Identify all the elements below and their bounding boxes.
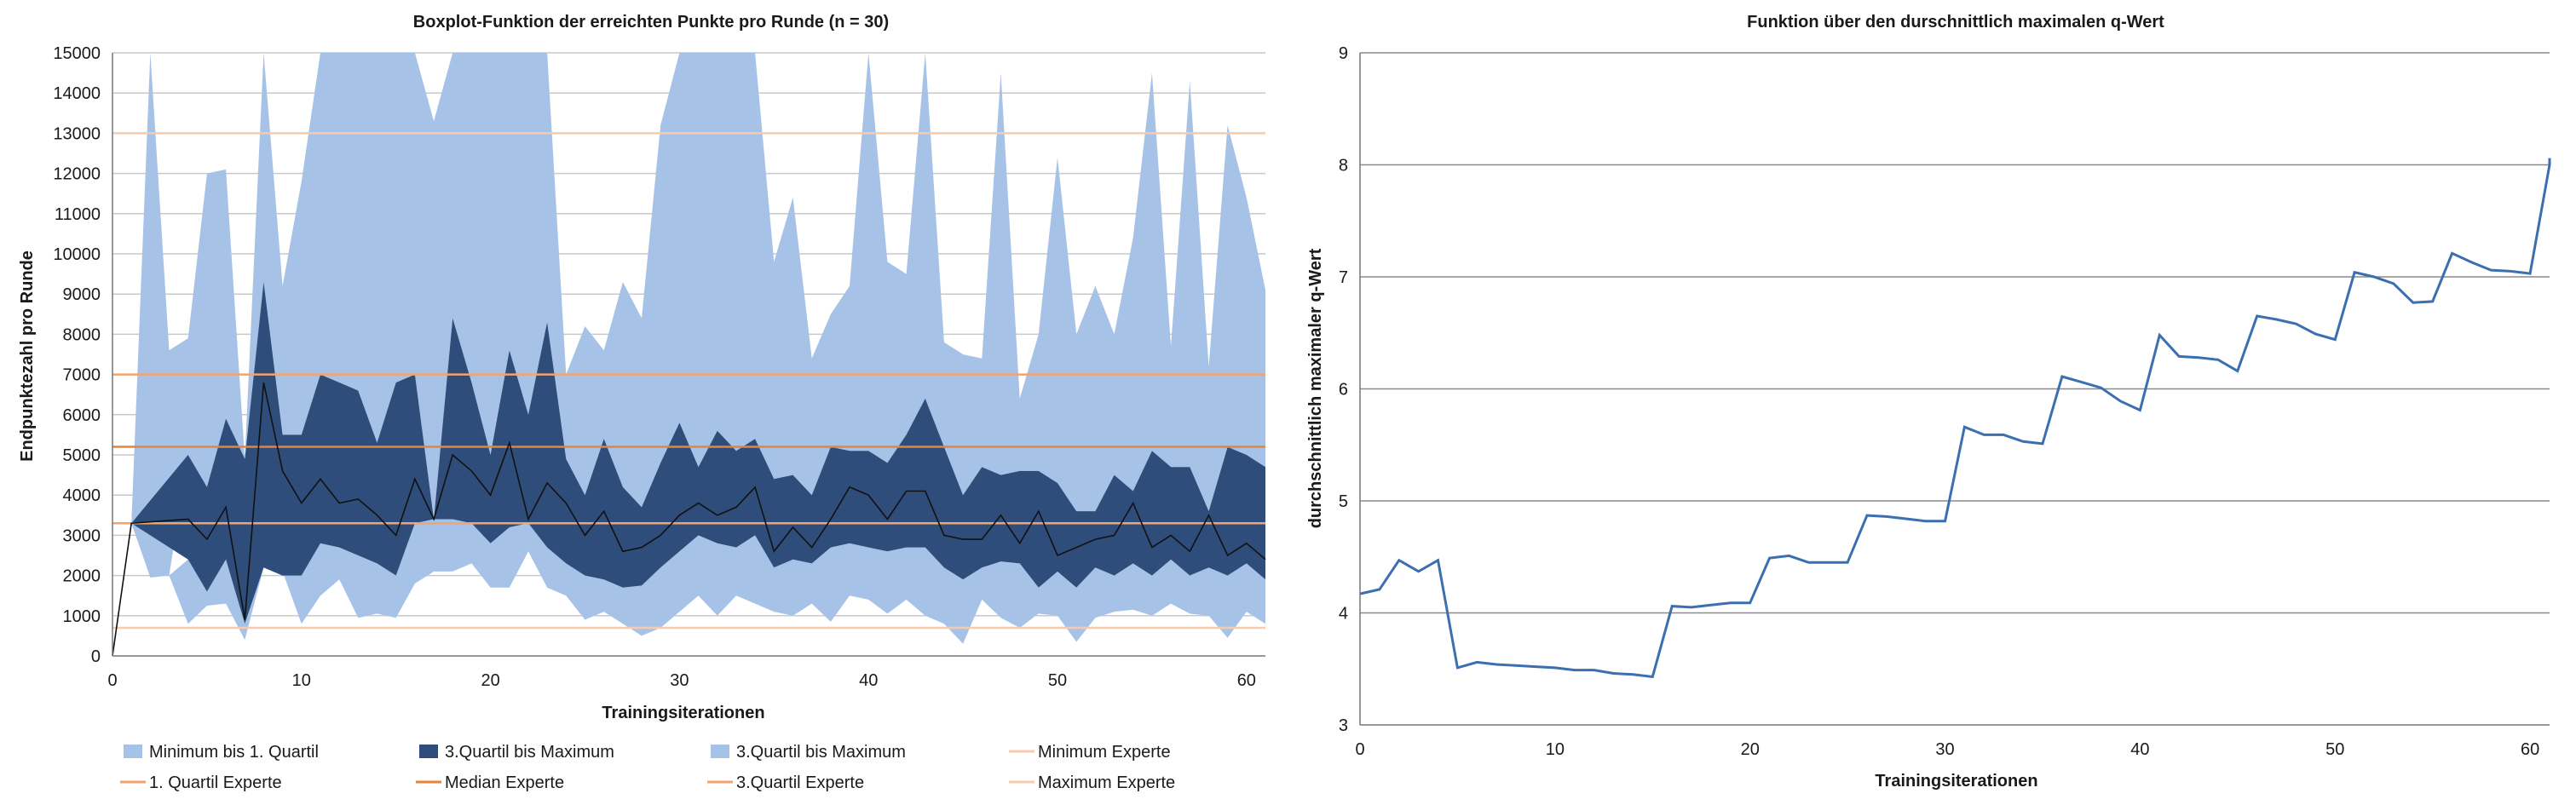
chart1-y-tick-label: 6000 (63, 406, 101, 425)
chart2-x-tick-label: 60 (2521, 740, 2539, 759)
chart2-x-tick-label: 30 (1935, 740, 1954, 759)
legend-label: 3.Quartil bis Maximum (445, 743, 614, 762)
legend-item: Median Experte (416, 773, 564, 792)
chart2-y-tick-labels: 3 4 5 6 7 8 9 (1339, 44, 1348, 735)
chart2-series (1359, 158, 2551, 679)
area-q3-to-maximum (112, 53, 1265, 656)
chart1-x-tick-label: 50 (1048, 671, 1067, 690)
chart1-x-tick-label: 30 (670, 671, 689, 690)
legend-swatch (711, 745, 729, 758)
chart2-y-tick-label: 7 (1339, 268, 1348, 287)
chart1-x-tick-label: 10 (292, 671, 311, 690)
chart1-y-tick-label: 5000 (63, 446, 101, 465)
legend-item: 3.Quartil Experte (707, 773, 864, 792)
chart2-y-tick-label: 6 (1339, 381, 1348, 400)
chart2-x-tick-labels: 0 10 20 30 40 50 60 (1355, 740, 2539, 759)
chart2-y-axis-label: durchschnittlich maximaler q-Wert (1306, 248, 1325, 528)
chart1-x-tick-label: 40 (859, 671, 878, 690)
chart1-x-tick-labels: 0 10 20 30 40 50 60 (107, 671, 1256, 690)
chart2-gridlines (1360, 52, 2550, 614)
chart1-y-tick-label: 13000 (53, 124, 101, 143)
chart1-legend: Minimum bis 1. Quartil 3.Quartil bis Maxi… (120, 743, 1175, 792)
chart1-x-tick-label: 60 (1237, 671, 1256, 690)
chart1-y-tick-label: 8000 (63, 325, 101, 344)
chart2-title: Funktion über den durschnittlich maximal… (1747, 13, 2164, 32)
chart1-y-tick-label: 0 (91, 647, 101, 666)
chart2-x-tick-label: 10 (1546, 740, 1565, 759)
chart2-y-tick-label: 4 (1339, 605, 1348, 624)
chart1-y-tick-label: 7000 (63, 366, 101, 385)
chart1-axes (112, 53, 1265, 657)
chart2-y-tick-label: 5 (1339, 492, 1348, 511)
chart1-y-tick-labels: 0 1000 2000 3000 4000 5000 6000 7000 8000 9000 100… (53, 44, 101, 666)
chart1-y-tick-label: 9000 (63, 285, 101, 304)
legend-label: Median Experte (445, 773, 564, 792)
legend-item: 3.Quartil bis Maximum (419, 743, 614, 762)
chart1-y-tick-label: 10000 (53, 245, 101, 264)
chart1-x-tick-label: 0 (107, 671, 117, 690)
chart1-y-tick-label: 2000 (63, 567, 101, 586)
legend-label: Minimum Experte (1038, 743, 1171, 762)
median-series-line (112, 382, 1266, 657)
area-minimum-to-q1 (112, 519, 1265, 656)
legend-label: 3.Quartil bis Maximum (736, 743, 906, 762)
chart2-y-tick-label: 8 (1339, 157, 1348, 175)
chart2-axes (1359, 53, 2550, 726)
chart1-y-axis-label: Endpunktezahl pro Runde (18, 250, 37, 462)
chart1-reference-lines (112, 132, 1265, 630)
chart1-y-tick-label: 15000 (53, 44, 101, 63)
q-value-chart: Funktion über den durschnittlich maximal… (1306, 13, 2551, 791)
legend-label: 3.Quartil Experte (736, 773, 864, 792)
chart1-title: Boxplot-Funktion der erreichten Punkte p… (413, 13, 889, 32)
chart1-y-tick-label: 1000 (63, 607, 101, 626)
legend-item: 1. Quartil Experte (120, 773, 282, 792)
chart2-x-tick-label: 20 (1741, 740, 1760, 759)
chart2-y-tick-label: 3 (1339, 716, 1348, 735)
chart2-x-tick-label: 40 (2130, 740, 2149, 759)
chart1-areas (112, 53, 1265, 656)
legend-swatch (124, 745, 142, 758)
q-value-series-line (1359, 158, 2551, 679)
chart1-y-tick-label: 14000 (53, 84, 101, 103)
chart1-y-tick-label: 11000 (55, 205, 101, 224)
chart1-y-tick-label: 12000 (53, 165, 101, 184)
legend-swatch (419, 745, 438, 758)
legend-item: 3.Quartil bis Maximum (711, 743, 906, 762)
chart2-x-tick-label: 50 (2325, 740, 2344, 759)
boxplot-chart: Boxplot-Funktion der erreichten Punkte p… (18, 13, 1266, 792)
chart1-x-axis-label: Trainingsiterationen (602, 704, 764, 722)
legend-label: 1. Quartil Experte (149, 773, 282, 792)
chart1-y-tick-label: 4000 (63, 486, 101, 505)
chart2-x-tick-label: 0 (1355, 740, 1364, 759)
chart2-x-axis-label: Trainingsiterationen (1875, 772, 2037, 791)
legend-item: Minimum bis 1. Quartil (124, 743, 319, 762)
chart1-x-tick-label: 20 (481, 671, 499, 690)
legend-item: Maximum Experte (1009, 773, 1175, 792)
legend-label: Maximum Experte (1038, 773, 1175, 792)
legend-label: Minimum bis 1. Quartil (149, 743, 319, 762)
legend-item: Minimum Experte (1009, 743, 1171, 762)
chart2-y-tick-label: 9 (1339, 44, 1348, 63)
area-q1-to-q3 (112, 282, 1265, 656)
chart1-y-tick-label: 3000 (63, 526, 101, 545)
chart1-median-line (112, 382, 1266, 657)
